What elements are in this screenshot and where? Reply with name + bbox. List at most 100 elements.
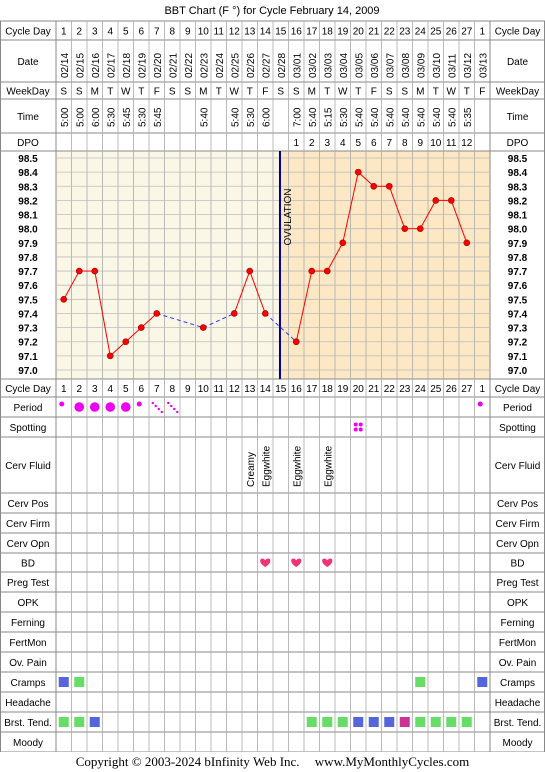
temp-point bbox=[463, 239, 471, 247]
date-label: 03/12 bbox=[463, 53, 474, 78]
row-label-right-cerv_opn: Cerv Opn bbox=[496, 539, 539, 550]
cycle-day-number-bottom: 7 bbox=[154, 384, 160, 395]
cycle-day-number: 26 bbox=[446, 27, 458, 38]
time-label: 5:40 bbox=[308, 107, 319, 127]
period-spotting-mark bbox=[176, 410, 179, 414]
bd-heart-icon bbox=[260, 558, 271, 567]
dpo-label: 2 bbox=[309, 138, 315, 149]
cycle-day-number-bottom: 22 bbox=[384, 384, 396, 395]
row-label-cerv_firm: Cerv Firm bbox=[6, 519, 50, 530]
temp-line-segment bbox=[203, 313, 235, 329]
cycle-day-number-bottom: 3 bbox=[92, 384, 98, 395]
y-tick-label-right: 98.2 bbox=[508, 196, 528, 207]
bd-heart-icon bbox=[322, 558, 333, 567]
cycle-day-number: 6 bbox=[138, 27, 144, 38]
date-label: 03/06 bbox=[370, 53, 381, 78]
date-label: 02/14 bbox=[60, 53, 71, 78]
time-label: 6:00 bbox=[261, 107, 272, 127]
cycle-day-number-bottom: 11 bbox=[214, 384, 225, 395]
temp-point bbox=[230, 310, 238, 317]
weekday-label: S bbox=[277, 87, 284, 98]
time-label: 5:40 bbox=[370, 107, 381, 127]
weekday-label: S bbox=[293, 87, 300, 98]
weekday-label: M bbox=[308, 87, 316, 98]
weekday-label: T bbox=[355, 87, 361, 98]
row-label-right-time: Time bbox=[507, 112, 529, 123]
cerv-fluid-label: Eggwhite bbox=[292, 445, 303, 487]
y-tick-label-right: 97.5 bbox=[508, 295, 528, 306]
row-label-cycle_day: Cycle Day bbox=[5, 384, 51, 395]
weekday-label: W bbox=[230, 87, 240, 98]
time-label: 5:40 bbox=[416, 107, 427, 127]
dpo-label: 8 bbox=[402, 138, 408, 149]
period-spotting-mark bbox=[154, 404, 157, 408]
weekday-label: T bbox=[433, 87, 439, 98]
row-label-cerv_opn: Cerv Opn bbox=[7, 539, 50, 550]
row-label-brst_tend: Brst. Tend. bbox=[4, 718, 52, 729]
date-label: 03/09 bbox=[416, 53, 427, 78]
cycle-day-number: 16 bbox=[291, 27, 303, 38]
cerv-fluid-label: Eggwhite bbox=[323, 445, 334, 487]
temp-point bbox=[153, 310, 161, 317]
cycle-day-number: 24 bbox=[415, 27, 427, 38]
row-label-right-moody: Moody bbox=[502, 738, 532, 749]
weekday-label: W bbox=[338, 87, 348, 98]
footer: Copyright © 2003-2024 bInfinity Web Inc.… bbox=[0, 752, 545, 772]
date-label: 02/18 bbox=[122, 53, 133, 78]
dpo-label: 10 bbox=[430, 138, 442, 149]
cycle-day-number: 2 bbox=[76, 27, 82, 38]
y-tick-label-right: 97.4 bbox=[508, 309, 528, 320]
y-tick-label-right: 97.6 bbox=[508, 281, 528, 292]
row-label-ov_pain: Ov. Pain bbox=[9, 658, 47, 669]
period-spotting-mark bbox=[167, 401, 170, 405]
temp-point bbox=[60, 296, 68, 303]
dpo-label: 4 bbox=[340, 138, 346, 149]
date-label: 02/20 bbox=[153, 53, 164, 78]
time-label: 5:40 bbox=[401, 107, 412, 127]
weekday-label: S bbox=[169, 87, 176, 98]
brst-tend-mark bbox=[430, 717, 441, 727]
weekday-label: T bbox=[324, 87, 330, 98]
cycle-day-number-bottom: 2 bbox=[76, 384, 82, 395]
time-label: 5:30 bbox=[106, 107, 117, 127]
temp-point bbox=[432, 197, 440, 204]
cycle-day-number-bottom: 20 bbox=[353, 384, 365, 395]
temp-line-segment bbox=[342, 172, 359, 243]
y-tick-label-left: 97.0 bbox=[18, 366, 38, 377]
cycle-day-number-bottom: 19 bbox=[337, 384, 349, 395]
period-spotting-mark bbox=[151, 401, 154, 405]
date-label: 02/22 bbox=[184, 53, 195, 78]
row-label-right-cerv_pos: Cerv Pos bbox=[497, 499, 538, 510]
weekday-label: W bbox=[121, 87, 131, 98]
date-label: 02/21 bbox=[168, 53, 179, 78]
y-tick-label-right: 97.9 bbox=[508, 239, 528, 250]
spotting-mark bbox=[353, 422, 358, 427]
time-label: 5:30 bbox=[246, 107, 257, 127]
site-link[interactable]: www.MyMonthlyCycles.com bbox=[314, 754, 470, 769]
temp-line-segment bbox=[63, 270, 80, 300]
period-heavy-mark bbox=[89, 402, 100, 412]
y-tick-label-right: 98.5 bbox=[508, 154, 528, 165]
temp-point bbox=[246, 267, 254, 275]
temp-point bbox=[339, 239, 347, 247]
cycle-day-number-bottom: 5 bbox=[123, 384, 129, 395]
cycle-day-number-bottom: 10 bbox=[198, 384, 210, 395]
time-label: 7:00 bbox=[292, 107, 303, 127]
time-label: 6:00 bbox=[91, 107, 102, 127]
temp-point bbox=[401, 225, 409, 232]
time-label: 5:00 bbox=[60, 107, 71, 127]
period-heavy-mark bbox=[105, 402, 116, 412]
date-label: 03/03 bbox=[323, 53, 334, 78]
y-tick-label-right: 97.1 bbox=[508, 352, 528, 363]
temp-point bbox=[323, 267, 331, 275]
brst-tend-mark bbox=[58, 717, 69, 727]
y-tick-label-right: 97.0 bbox=[508, 366, 528, 377]
temp-line-segment bbox=[419, 200, 437, 229]
cycle-day-number-bottom: 27 bbox=[461, 384, 473, 395]
temp-line-segment bbox=[233, 270, 251, 314]
row-label-spotting: Spotting bbox=[10, 423, 47, 434]
cycle-day-number-bottom: 24 bbox=[415, 384, 427, 395]
weekday-label: S bbox=[184, 87, 191, 98]
row-label-bd: BD bbox=[21, 559, 35, 570]
temp-line-segment bbox=[140, 313, 158, 328]
